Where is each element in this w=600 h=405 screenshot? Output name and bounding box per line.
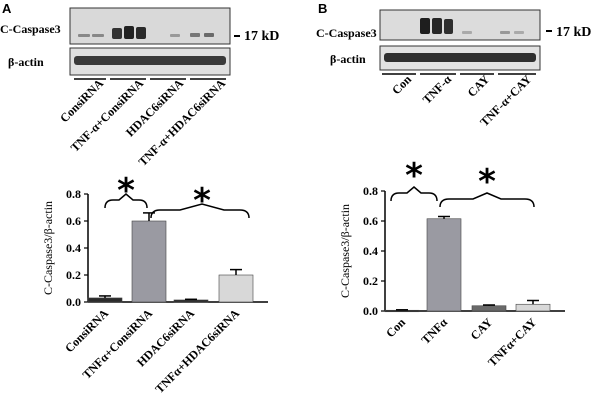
panel-a-actin-bands	[74, 56, 226, 65]
panel-b-caspase-blot	[379, 9, 541, 41]
significance-bracket	[439, 192, 535, 208]
x-tick-label: TNFα	[419, 315, 451, 347]
x-tick-label: TNFα+HDAC6siRNA	[152, 306, 242, 396]
blot-lane-label: TNF-α+ConsiRNA	[68, 76, 147, 155]
y-tick-label: 0.2	[66, 268, 81, 282]
panel-b-caspase-bands	[420, 18, 524, 34]
panel-a-bar-chart: 0.00.20.40.60.8C-Caspase3/β-actinConsiRN…	[41, 171, 268, 396]
bar	[218, 274, 254, 303]
y-tick-label: 0.4	[363, 244, 378, 258]
y-tick-label: 0.0	[66, 295, 81, 309]
significance-bracket	[390, 186, 438, 202]
y-tick-label: 0.6	[66, 214, 81, 228]
panel-a-marker: 17 kD	[244, 29, 279, 44]
significance-star: *	[193, 181, 211, 221]
significance-star: *	[405, 156, 423, 196]
panel-a-letter: A	[2, 1, 12, 16]
bar	[131, 220, 167, 303]
panel-b-western-blot: C-Caspase3 β-actin 17 kD Con TNF-α CAY T…	[316, 9, 591, 129]
panel-a-caspase-label: C-Caspase3	[0, 22, 61, 36]
panel-b-caspase-label: C-Caspase3	[316, 26, 377, 40]
y-tick-label: 0.6	[363, 214, 378, 228]
y-tick-label: 0.2	[363, 274, 378, 288]
x-tick-label: TNFα+CAY	[485, 315, 539, 369]
x-tick-label: Con	[383, 315, 408, 340]
y-axis-label: C-Caspase3/β-actin	[41, 201, 55, 295]
significance-bracket	[104, 193, 148, 209]
bar	[87, 297, 123, 303]
bar	[471, 305, 507, 312]
panel-b-actin-label: β-actin	[330, 52, 366, 66]
panel-b-letter: B	[318, 1, 327, 16]
panel-a-western-blot: C-Caspase3 β-actin 17 kD ConsiRNA TNF-α+…	[0, 7, 279, 169]
bar	[515, 303, 551, 312]
panel-a-blot-lane-labels: ConsiRNA TNF-α+ConsiRNA HDAC6siRNA TNF-α…	[57, 76, 228, 169]
panel-a-caspase-bands	[78, 26, 214, 39]
y-tick-label: 0.8	[363, 184, 378, 198]
y-tick-label: 0.8	[66, 187, 81, 201]
panel-b-actin-bands	[384, 53, 536, 62]
bar	[173, 299, 209, 303]
y-tick-label: 0.4	[66, 241, 81, 255]
blot-lane-label: TNF-α	[420, 72, 455, 107]
panel-b-bar-chart: 0.0 0.2 0.4 0.6 0.8 C-Caspase3/β-actin Con TNFα…	[338, 156, 565, 369]
panel-a-actin-label: β-actin	[8, 55, 44, 69]
significance-bracket	[150, 203, 250, 219]
y-axis-label: C-Caspase3/β-actin	[338, 204, 352, 298]
panel-b-blot-lane-labels: Con TNF-α CAY TNF-α+CAY	[389, 72, 534, 129]
x-tick-label: CAY	[468, 315, 496, 343]
significance-star: *	[117, 171, 135, 211]
blot-lane-label: CAY	[465, 72, 493, 100]
panel-b-marker: 17 kD	[556, 25, 591, 40]
significance-star: *	[478, 162, 496, 202]
panel-a-caspase-blot	[69, 7, 231, 45]
blot-lane-label: Con	[389, 72, 414, 97]
bar	[426, 218, 462, 312]
y-tick-label: 0.0	[363, 304, 378, 318]
